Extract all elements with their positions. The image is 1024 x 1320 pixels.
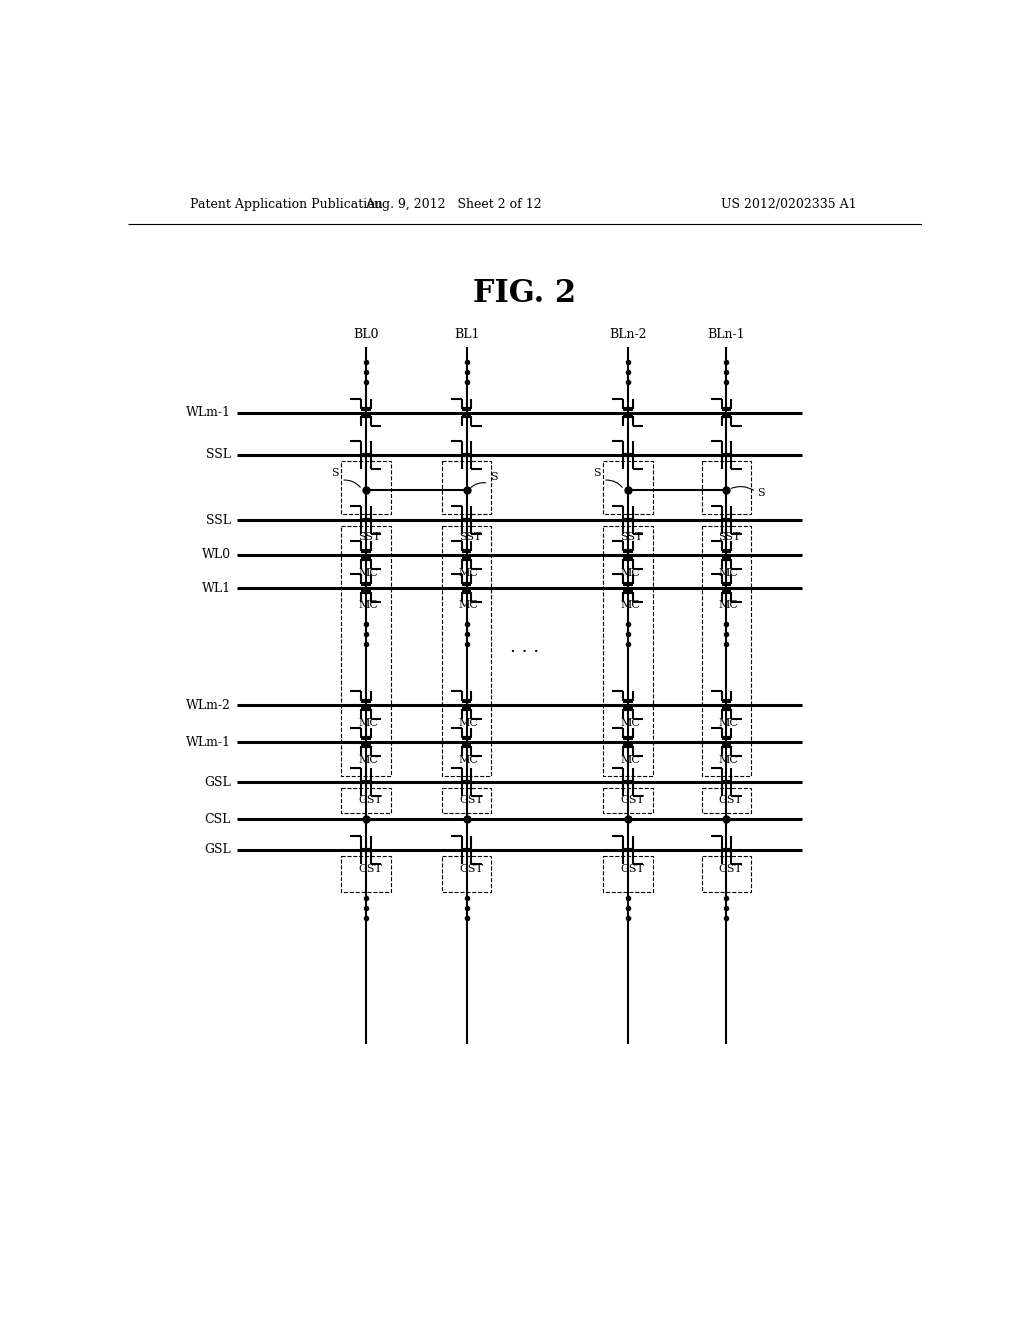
Text: SSL: SSL	[206, 513, 231, 527]
Text: MC: MC	[459, 601, 479, 610]
Text: Aug. 9, 2012   Sheet 2 of 12: Aug. 9, 2012 Sheet 2 of 12	[366, 198, 542, 211]
Text: MC: MC	[621, 601, 640, 610]
Text: MC: MC	[621, 755, 640, 764]
Text: SSL: SSL	[206, 449, 231, 462]
Text: S: S	[593, 469, 601, 478]
Text: SST: SST	[621, 532, 642, 543]
Text: MC: MC	[459, 718, 479, 727]
Text: GST: GST	[358, 795, 382, 805]
Text: S: S	[758, 488, 765, 499]
Text: GST: GST	[621, 865, 644, 874]
Text: S: S	[331, 469, 339, 478]
Text: MC: MC	[459, 755, 479, 764]
Text: . . .: . . .	[510, 639, 540, 656]
Text: MC: MC	[459, 568, 479, 578]
Text: MC: MC	[358, 755, 378, 764]
Text: MC: MC	[621, 718, 640, 727]
Text: FIG. 2: FIG. 2	[473, 277, 577, 309]
Text: GSL: GSL	[205, 843, 231, 857]
Text: WLm-1: WLm-1	[186, 735, 231, 748]
Text: GST: GST	[719, 795, 742, 805]
Text: US 2012/0202335 A1: US 2012/0202335 A1	[721, 198, 856, 211]
Text: MC: MC	[719, 568, 738, 578]
Text: WLm-2: WLm-2	[186, 698, 231, 711]
Text: MC: MC	[719, 601, 738, 610]
Text: BLn-1: BLn-1	[708, 327, 745, 341]
Text: SST: SST	[358, 532, 381, 543]
Text: MC: MC	[719, 755, 738, 764]
Text: GST: GST	[719, 865, 742, 874]
Text: SST: SST	[459, 532, 481, 543]
Text: WL0: WL0	[202, 548, 231, 561]
Text: GST: GST	[459, 865, 482, 874]
Text: MC: MC	[719, 718, 738, 727]
Text: GSL: GSL	[205, 776, 231, 788]
Text: SST: SST	[719, 532, 741, 543]
Text: MC: MC	[358, 601, 378, 610]
Text: MC: MC	[358, 718, 378, 727]
Text: GST: GST	[459, 795, 482, 805]
Text: BL1: BL1	[454, 327, 479, 341]
Text: BLn-2: BLn-2	[609, 327, 646, 341]
Text: GST: GST	[621, 795, 644, 805]
Text: GST: GST	[358, 865, 382, 874]
Text: WL1: WL1	[202, 582, 231, 594]
Text: BL0: BL0	[353, 327, 379, 341]
Text: WLm-1: WLm-1	[186, 407, 231, 418]
Text: MC: MC	[358, 568, 378, 578]
Text: S: S	[489, 471, 498, 482]
Text: Patent Application Publication: Patent Application Publication	[190, 198, 383, 211]
Text: MC: MC	[621, 568, 640, 578]
Text: CSL: CSL	[205, 813, 231, 825]
